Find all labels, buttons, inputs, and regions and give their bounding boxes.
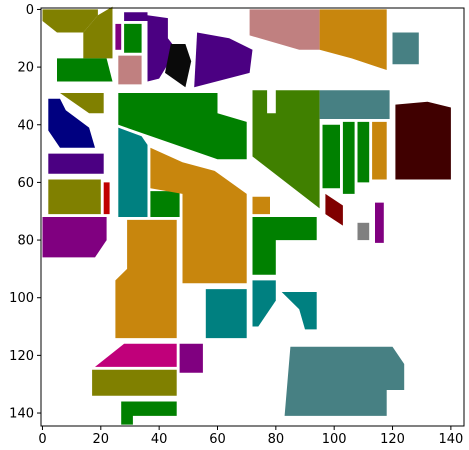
axis-frame	[40, 7, 465, 427]
region-26-orange	[252, 196, 270, 215]
x-tick-label: 40	[151, 432, 168, 447]
region-42-olive	[92, 369, 177, 396]
x-tick-label: 60	[209, 432, 226, 447]
region-20-green	[150, 191, 180, 217]
y-tick-label: 20	[17, 61, 34, 76]
region-23-teal	[205, 289, 247, 339]
region-25-darkgreen	[252, 90, 320, 209]
region-5-rosybrown	[118, 55, 142, 85]
region-18-green	[118, 93, 247, 160]
region-7-indigo	[147, 15, 177, 82]
region-31-green	[322, 124, 340, 189]
region-19-teal	[118, 127, 148, 217]
region-9-indigo	[194, 32, 253, 88]
region-17-red	[103, 182, 110, 215]
region-0-olive	[42, 9, 98, 33]
region-4-green	[124, 23, 142, 53]
y-tick-label: 100	[9, 291, 34, 306]
region-39-grayteal	[284, 346, 405, 416]
region-2-green	[57, 58, 113, 82]
y-tick-label: 140	[9, 407, 34, 422]
x-axis-ticks: 0 20 40 60 80 100 120 140	[38, 426, 463, 447]
y-tick-label: 120	[9, 349, 34, 364]
region-30-grayteal	[319, 90, 390, 119]
region-32-green	[342, 121, 355, 194]
region-1-olive	[83, 6, 113, 59]
region-14-olive	[60, 93, 104, 114]
region-34-orange	[372, 121, 387, 180]
region-29-teal	[281, 292, 317, 330]
y-axis-ticks: 0 20 40 60 80 100 120 140	[9, 3, 41, 422]
region-43-green	[121, 401, 177, 425]
region-16-olive	[48, 179, 101, 215]
region-22-orange	[115, 219, 177, 339]
region-3-purple	[115, 23, 122, 50]
region-40-magenta	[95, 343, 177, 367]
region-21-orange	[150, 147, 247, 284]
region-36-maroon	[325, 193, 343, 226]
x-tick-label: 0	[38, 432, 46, 447]
x-tick-label: 80	[268, 432, 285, 447]
x-tick-label: 140	[438, 432, 463, 447]
region-41-purple	[179, 343, 203, 373]
y-tick-label: 0	[26, 3, 34, 18]
region-38-gray	[357, 222, 370, 241]
y-tick-label: 80	[17, 234, 34, 249]
region-35-darkred	[395, 101, 451, 180]
region-10-rosybrown	[249, 9, 320, 50]
region-8-black	[165, 44, 192, 88]
region-11-orange	[319, 9, 387, 70]
region-37-purple	[375, 202, 384, 243]
region-24-purple	[42, 217, 107, 258]
region-28-teal	[252, 280, 276, 327]
y-tick-label: 40	[17, 118, 34, 133]
x-tick-label: 100	[322, 432, 347, 447]
region-33-green	[357, 121, 370, 183]
region-27-green	[252, 217, 317, 275]
region-15-indigo	[48, 153, 104, 174]
x-tick-label: 20	[93, 432, 110, 447]
region-13-navy	[48, 98, 95, 148]
x-tick-label: 120	[380, 432, 405, 447]
y-tick-label: 60	[17, 176, 34, 191]
region-12-grayteal	[392, 32, 419, 65]
regions-layer	[42, 6, 451, 425]
region-6-indigo	[124, 12, 148, 21]
